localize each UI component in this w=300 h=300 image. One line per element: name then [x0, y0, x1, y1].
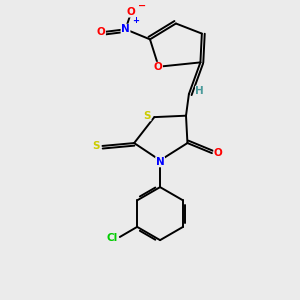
- Text: O: O: [214, 148, 223, 158]
- Text: O: O: [154, 62, 162, 72]
- Text: O: O: [97, 27, 105, 37]
- Text: −: −: [138, 1, 146, 11]
- Text: Cl: Cl: [106, 233, 117, 243]
- Text: S: S: [92, 141, 100, 151]
- Text: +: +: [132, 16, 139, 25]
- Text: S: S: [143, 111, 151, 121]
- Text: N: N: [121, 24, 130, 34]
- Text: H: H: [196, 86, 204, 96]
- Text: N: N: [156, 157, 164, 167]
- Text: O: O: [127, 7, 136, 17]
